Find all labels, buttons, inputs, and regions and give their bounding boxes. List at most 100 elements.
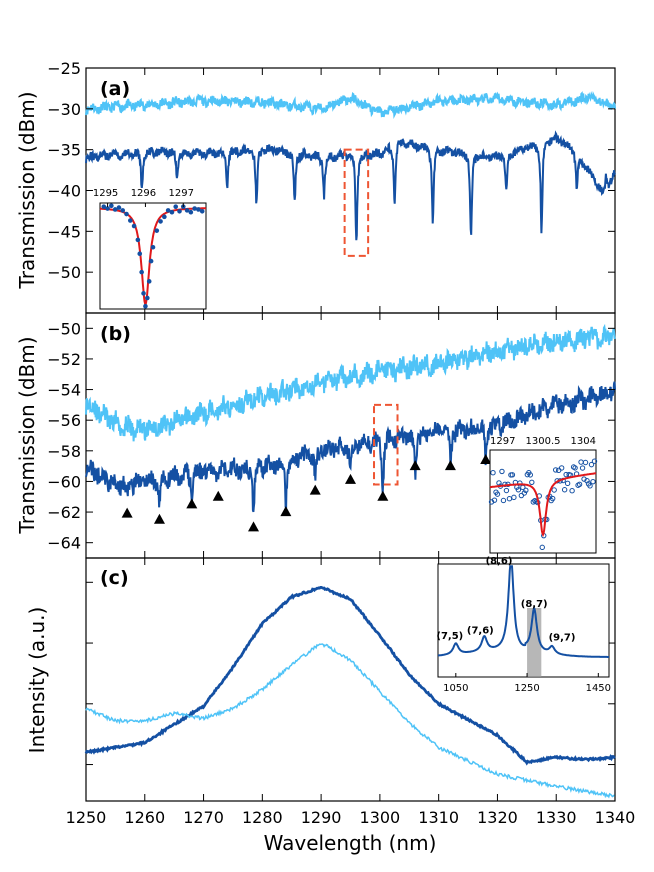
inset-a-data-point [158,219,163,224]
inset-a-data-point [184,208,190,213]
x-tick-label: 1280 [242,808,283,827]
x-tick-label: 1310 [418,808,459,827]
y-tick-label: −62 [47,503,81,522]
inset-a-data-point [199,208,205,214]
y-tick-label: −50 [47,263,81,282]
panel-a-highlight-box [343,148,370,257]
resonance-marker [248,521,260,532]
series-light-line [85,91,616,120]
inset-b-data-point [491,497,498,503]
x-tick-label: 1260 [124,808,165,827]
y-tick-label: −35 [47,141,81,160]
inset-c-peak-label: (7,6) [467,625,494,636]
inset-b-data-point [500,497,507,504]
inset-b-data-point [521,490,528,496]
x-axis-label: Wavelength (nm) [264,831,437,855]
resonance-marker [409,460,421,471]
y-tick-label: −40 [47,182,81,201]
inset-a-data-point [169,209,175,215]
panel-a: −50 −45 −40 −35 −30 −25 (a) Transmission (dBm… [15,59,616,314]
inset-a-data-point [112,207,118,212]
resonance-marker [121,507,133,518]
inset-a-data-point [154,228,160,233]
y-tick-label: −52 [47,350,81,369]
resonance-marker [345,473,356,484]
resonance-marker [377,490,389,501]
inset-b-tick-label: 1300.5 [526,436,561,447]
inset-b-data-point [572,465,578,471]
panel-c-frame [85,557,616,802]
spectrum-dark-line [84,586,616,766]
inset-a-data-point [116,205,122,210]
inset-c-peak-label: (7,5) [436,631,463,642]
inset-b-data-point [511,494,517,501]
inset-b-data-point [494,491,501,497]
inset-a-data-point [177,208,182,214]
inset-a-data-point [131,223,137,229]
inset-b-data-point [523,487,529,493]
inset-b-data-point [564,480,571,487]
inset-b-data-point [561,487,568,493]
x-tick-label: 1270 [183,808,224,827]
inset-b-data-point [550,495,556,502]
inset-b-data-point [499,468,505,475]
inset-a-data-point [143,303,148,309]
spectrum-light-line [85,643,616,799]
inset-a-data-point [188,209,194,215]
inset-b-data-point [527,472,534,478]
panel-b-ylabel: Transmission (dBm) [15,336,39,534]
panel-b-label: (b) [100,323,131,345]
resonance-marker [280,506,292,517]
inset-c-frame [437,563,610,678]
panel-c-ylabel: Intensity (a.u.) [25,607,49,754]
inset-b-data-point [579,465,586,471]
resonance-marker [153,513,165,524]
inset-a-data-point [165,208,171,213]
resonance-marker [444,460,456,471]
inset-a-data-point [135,237,141,243]
inset-a-tick-label: 1297 [169,188,194,199]
y-tick-label: −50 [47,319,81,338]
inset-b-data-point [552,467,559,473]
inset-a-data-point [120,208,126,213]
inset-a-data-point [124,211,129,217]
x-tick-label: 1290 [301,808,342,827]
panel-c-inset: (7,5) (7,6) (8,6) (8,7) (9,7) 1050 1250 1450 [436,556,611,694]
inset-b-data-point [587,483,593,489]
panel-a-inset: 1295 1296 1297 [93,188,207,310]
y-tick-label: −54 [47,381,81,400]
inset-a-data-point [150,244,156,250]
inset-b-data-point [576,481,583,488]
inset-a-data-point [101,204,107,209]
inset-a-data-point [127,218,133,223]
inset-c-tick-label: 1050 [443,683,468,694]
resonance-marker [480,454,492,464]
panel-a-ylabel: Transmission (dBm) [15,91,39,289]
panel-a-label: (a) [100,78,130,100]
inset-b-data-point [558,465,565,471]
y-tick-label: −30 [47,100,81,119]
panel-b-highlight-box [373,403,399,486]
resonance-marker [186,498,198,509]
panel-b-inset: 1297 1300.5 1304 [488,436,598,554]
inset-b-data-point [591,458,598,464]
inset-b-data-point [539,544,545,551]
inset-a-data-point [173,204,179,209]
inset-a-tick-label: 1295 [93,188,118,199]
inset-c-peak-label: (9,7) [549,633,576,644]
inset-a-data-point [146,279,152,284]
inset-c-peak-label: (8,6) [486,556,513,567]
inset-a-data-point [109,203,114,209]
inset-c-tick-label: 1450 [586,683,611,694]
inset-a-data-point [148,258,154,264]
y-tick-label: −25 [47,59,81,78]
inset-b-data-point [569,488,575,494]
x-tick-label: 1320 [477,808,518,827]
panel-b: −64 −62 −60 −58 −56 −54 −52 −50 (b) Transmissio… [15,312,616,559]
y-tick-label: −60 [47,472,81,491]
inset-a-data-point [162,214,167,220]
inset-b-data-point [588,461,595,468]
inset-c-pl-line [438,565,609,658]
inset-a-data-point [196,207,201,212]
inset-a-frame [99,202,207,310]
